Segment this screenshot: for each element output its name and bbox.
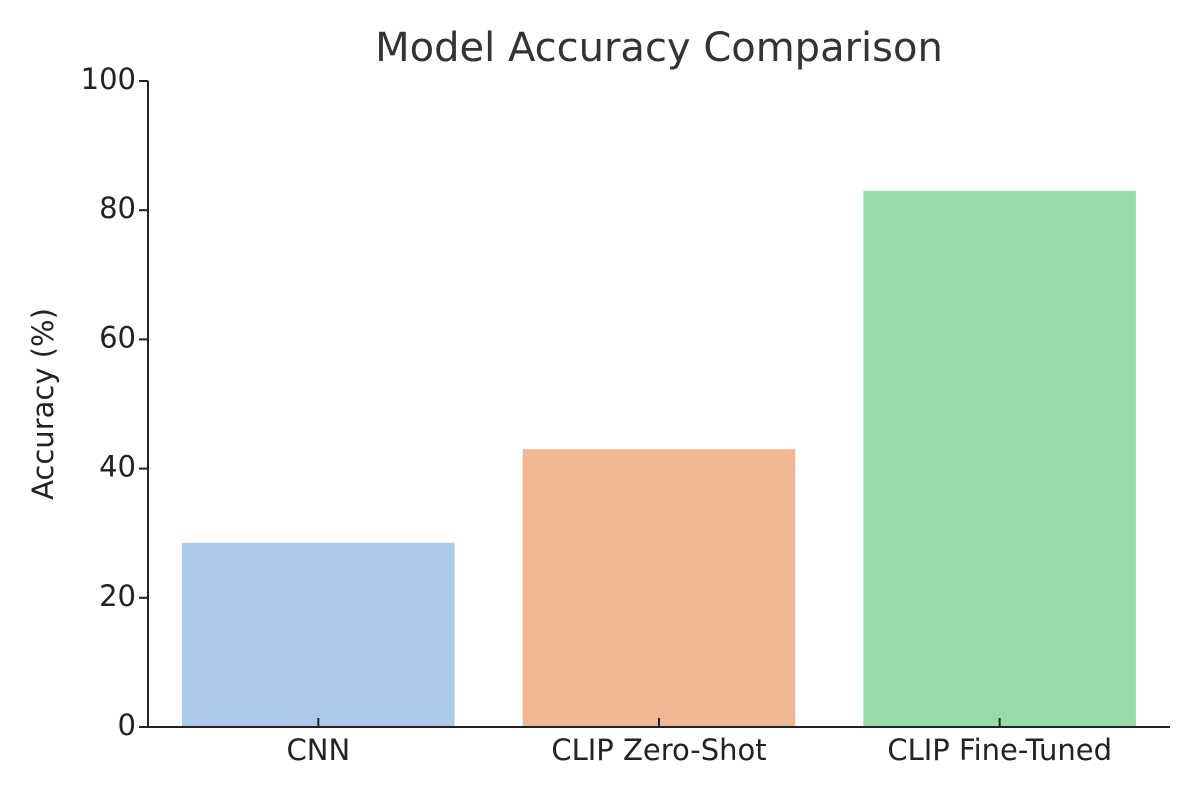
x-tick-label: CNN [287, 733, 351, 767]
bar [863, 190, 1136, 727]
y-tick-label: 40 [99, 450, 136, 484]
y-axis-label: Accuracy (%) [26, 308, 60, 500]
y-tick-label: 80 [99, 191, 136, 225]
y-tick-label: 0 [118, 708, 136, 742]
bar [182, 542, 455, 727]
bar [522, 449, 796, 727]
x-tick-label: CLIP Fine-Tuned [887, 733, 1112, 767]
y-tick-label: 60 [99, 320, 136, 354]
x-tick-label: CLIP Zero-Shot [551, 733, 766, 767]
y-tick-label: 100 [81, 62, 136, 96]
y-tick-label: 20 [99, 579, 136, 613]
chart-title: Model Accuracy Comparison [375, 25, 943, 71]
